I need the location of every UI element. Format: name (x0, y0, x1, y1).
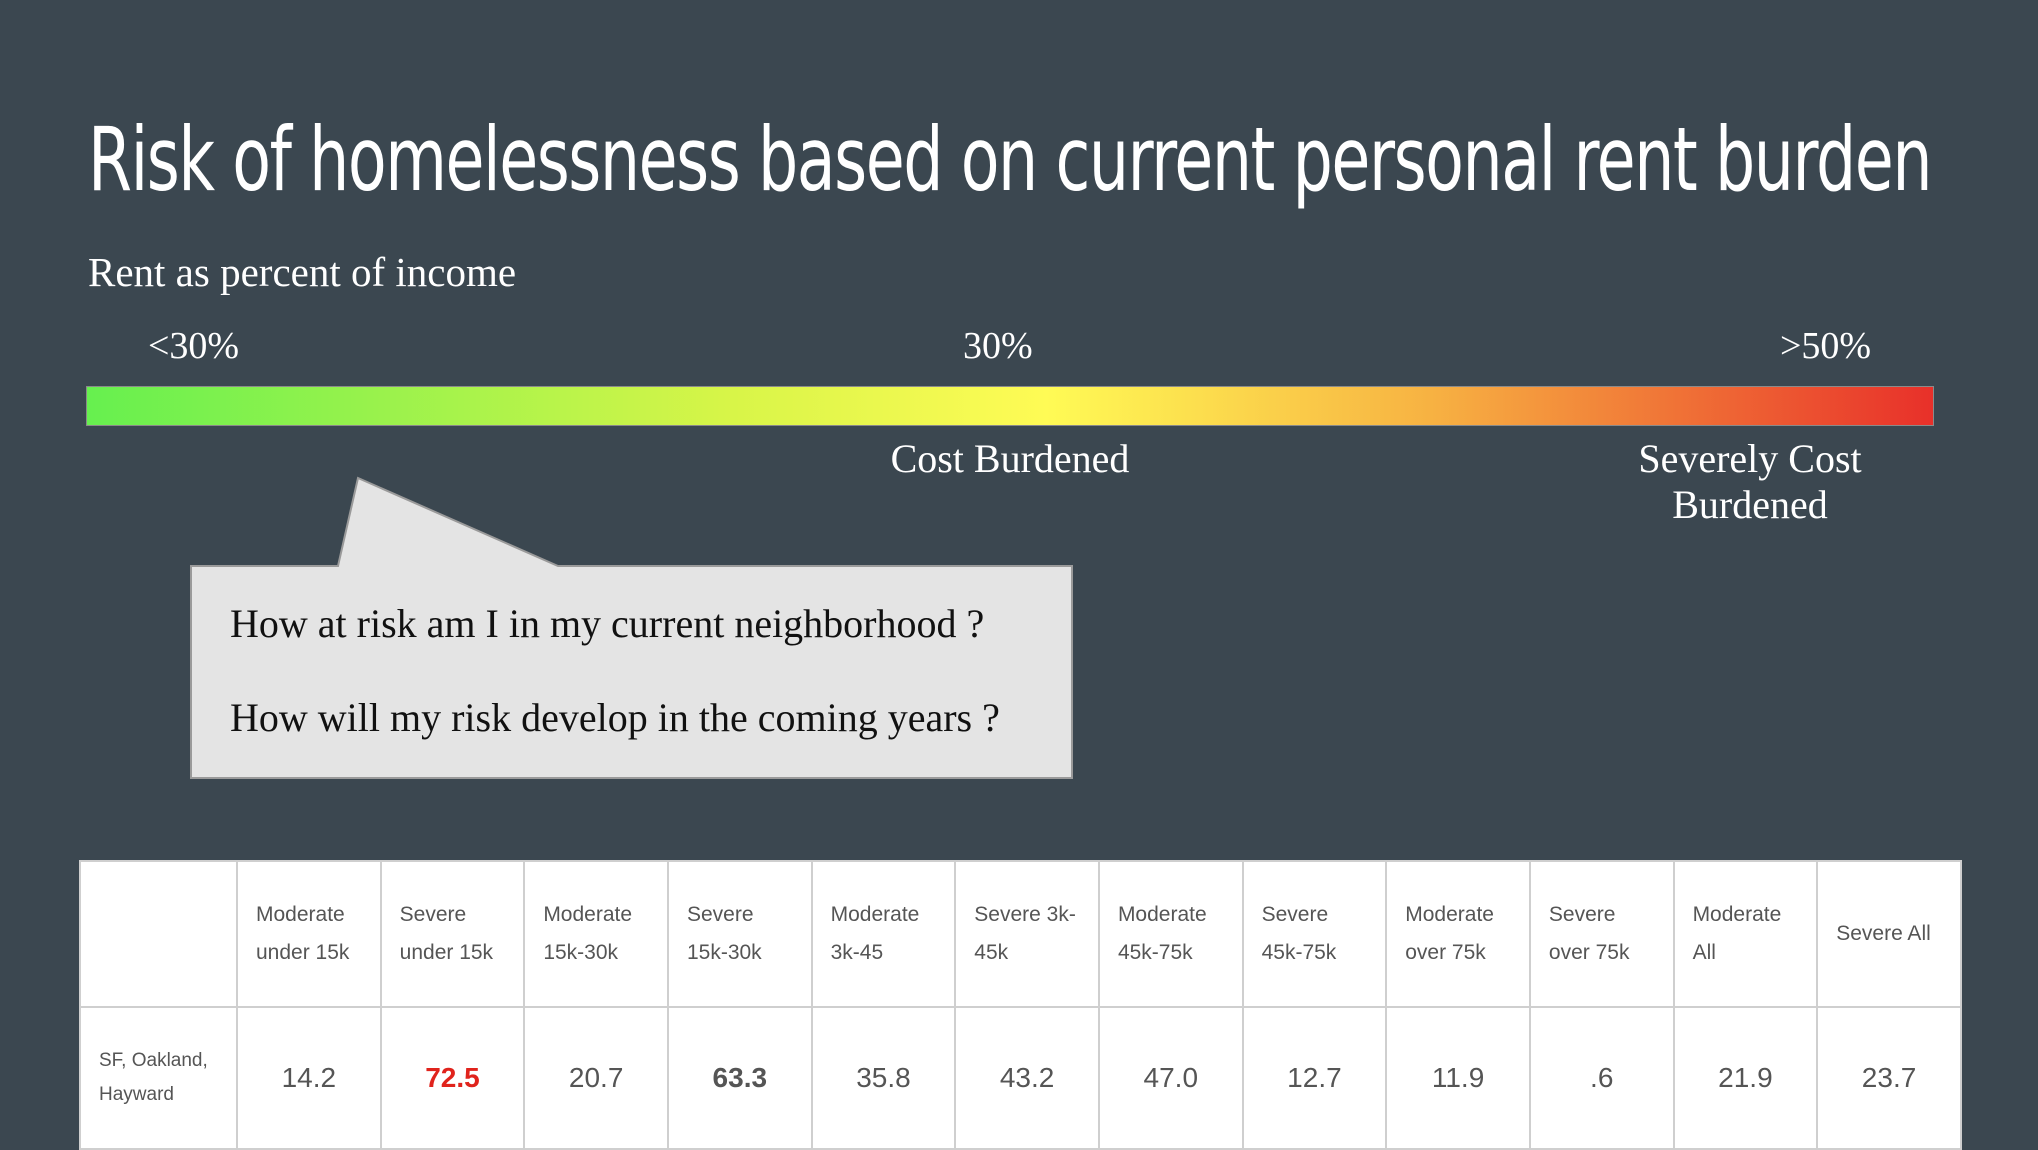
table-cell-highlight: 72.5 (379, 1006, 526, 1150)
rent-burden-table: Moderate under 15k Severe under 15k Mode… (79, 860, 1962, 1150)
table-cell: .6 (1528, 1006, 1675, 1150)
table-cell: 20.7 (523, 1006, 669, 1150)
column-header: Moderate 45k-75k (1097, 860, 1244, 1008)
column-header: Severe under 15k (379, 860, 526, 1008)
slide-title: Risk of homelessness based on current pe… (88, 108, 1932, 211)
column-header: Severe 15k-30k (666, 860, 813, 1008)
table-cell: 35.8 (810, 1006, 957, 1150)
table-cell: 21.9 (1672, 1006, 1819, 1150)
scale-label-low: <30% (148, 325, 240, 367)
column-header: Moderate over 75k (1385, 860, 1531, 1008)
table-header-corner (79, 860, 238, 1008)
table-cell: 43.2 (954, 1006, 1100, 1150)
table-header-row: Moderate under 15k Severe under 15k Mode… (79, 860, 1962, 1008)
table-cell: 11.9 (1385, 1006, 1531, 1150)
column-header: Severe over 75k (1528, 860, 1675, 1008)
table-cell-bold: 63.3 (666, 1006, 813, 1150)
severely-cost-burdened-label: Severely Cost Burdened (1638, 436, 1862, 527)
column-header: Moderate 3k-45 (810, 860, 957, 1008)
column-header: Severe All (1816, 860, 1962, 1008)
table-cell: 12.7 (1241, 1006, 1388, 1150)
callout-question-2: How will my risk develop in the coming y… (230, 695, 1000, 740)
scale-subtitle: Rent as percent of income (88, 249, 517, 295)
cost-burdened-label: Cost Burdened (890, 436, 1130, 481)
scale-label-high: >50% (1780, 325, 1872, 367)
callout-question-1: How at risk am I in my current neighborh… (230, 601, 985, 646)
column-header: Severe 3k-45k (954, 860, 1100, 1008)
rent-burden-gradient-bar (86, 386, 1934, 426)
table-cell: 23.7 (1816, 1006, 1962, 1150)
table-cell: 14.2 (236, 1006, 382, 1150)
table-cell: 47.0 (1097, 1006, 1244, 1150)
table-row: SF, Oakland, Hayward 14.2 72.5 20.7 63.3… (79, 1006, 1962, 1150)
row-label-region: SF, Oakland, Hayward (79, 1006, 238, 1150)
column-header: Moderate 15k-30k (523, 860, 669, 1008)
scale-label-mid: 30% (963, 325, 1033, 367)
column-header: Severe 45k-75k (1241, 860, 1388, 1008)
column-header: Moderate under 15k (236, 860, 382, 1008)
column-header: Moderate All (1672, 860, 1819, 1008)
